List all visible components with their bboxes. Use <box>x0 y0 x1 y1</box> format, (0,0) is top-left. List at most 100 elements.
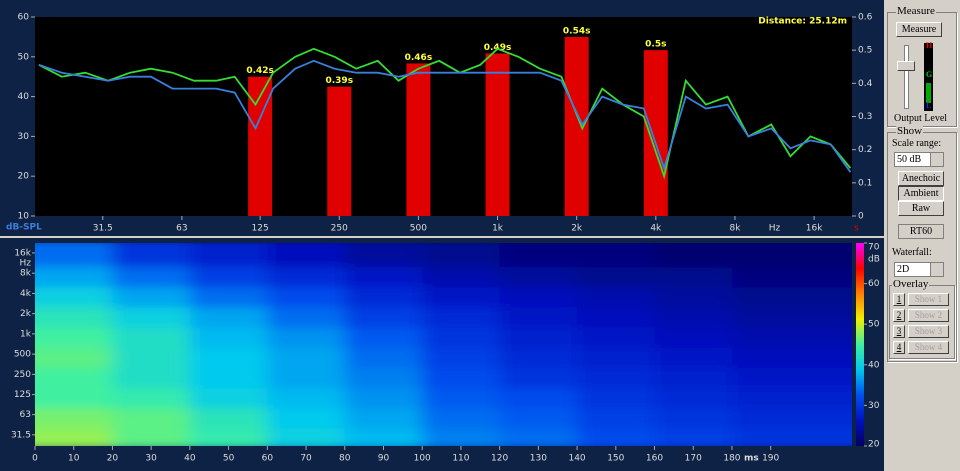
colorbar-label: dB <box>868 255 880 265</box>
y2-tick-label: 0 <box>858 212 864 222</box>
bar-label: 0.54s <box>563 26 591 36</box>
heat-cell <box>344 243 423 268</box>
y-label: dB-SPL <box>6 223 42 233</box>
y2-label: s <box>854 224 859 234</box>
heat-cell <box>499 243 578 268</box>
x-tick-label: 2k <box>571 224 583 234</box>
overlay-button[interactable]: Show 2 <box>908 309 949 322</box>
y-tick-label: 63 <box>20 410 31 420</box>
response-line <box>38 59 852 173</box>
heatmap-cells <box>35 243 852 446</box>
x-tick-label: 40 <box>184 454 196 464</box>
x-tick-label: 63 <box>176 224 187 234</box>
heat-cell <box>422 243 501 268</box>
overlay-number[interactable]: 4 <box>893 341 905 354</box>
x-tick-label: 10 <box>68 454 80 464</box>
measure-button[interactable]: Measure <box>896 22 942 37</box>
y-tick-label: 30 <box>18 132 30 142</box>
x-tick-label: 50 <box>223 454 235 464</box>
bar-label: 0.42s <box>246 66 274 76</box>
bar-label: 0.5s <box>645 40 666 50</box>
x-tick-label: 500 <box>410 224 427 234</box>
overlay-button[interactable]: Show 3 <box>908 325 949 338</box>
overlay-number[interactable]: 3 <box>893 325 905 338</box>
y-tick-label: 1k <box>20 329 32 339</box>
x-tick-label: 190 <box>762 454 779 464</box>
x-tick-label: 170 <box>685 454 702 464</box>
x-tick-label: 1k <box>492 224 504 234</box>
x-tick-label: 140 <box>568 454 585 464</box>
y-tick-label: 125 <box>14 390 31 400</box>
waterfall-select[interactable]: 2D <box>894 262 944 277</box>
y-tick-label: 40 <box>18 92 30 102</box>
overlay-button[interactable]: Show 4 <box>908 341 949 354</box>
group-title: Show <box>896 125 924 137</box>
rt60-bar <box>485 53 510 216</box>
rt60-box[interactable]: RT60 <box>898 224 944 239</box>
rt60-bar <box>564 36 589 217</box>
anechoic-button[interactable]: Anechoic <box>898 171 944 186</box>
x-tick-label: 80 <box>339 454 351 464</box>
scale-select[interactable]: 50 dB <box>894 152 944 167</box>
level-meter <box>924 43 933 111</box>
x-tick-label: 16k <box>806 224 823 234</box>
colorbar-tick-label: 20 <box>868 440 880 450</box>
x-tick-label: 160 <box>646 454 663 464</box>
x-tick-label: 90 <box>378 454 390 464</box>
y-tick-label: 20 <box>18 172 30 182</box>
y-tick-label: 2k <box>20 309 32 319</box>
x-tick-label: 60 <box>262 454 274 464</box>
group-title: Overlay <box>892 278 930 290</box>
x-tick-label: 110 <box>452 454 469 464</box>
measure-group: Measure Measure H G L Output Level <box>887 5 957 127</box>
heat-cell <box>189 243 268 268</box>
x-tick-label: 4k <box>650 224 662 234</box>
y2-tick-label: 0.3 <box>858 112 872 122</box>
slider-track <box>904 45 909 109</box>
x-tick-label: 180 <box>723 454 740 464</box>
annotation: Distance: 25.12m <box>758 17 847 27</box>
y-tick-label: 31.5 <box>11 430 31 440</box>
waterfall-label: Waterfall: <box>892 247 932 258</box>
x-tick-label: 31.5 <box>93 224 113 234</box>
scale-label: Scale range: <box>892 138 942 149</box>
y-tick-label: 500 <box>14 350 31 360</box>
heat-cell <box>112 243 191 268</box>
overlay-row: 1 Show 1 <box>893 293 949 306</box>
colorbar-tick-label: 40 <box>868 360 880 370</box>
heat-cell <box>731 243 852 268</box>
meter-label: L <box>926 101 932 110</box>
output-label: Output Level <box>894 113 948 124</box>
heat-cell <box>577 243 656 268</box>
x-tick-label: 130 <box>530 454 547 464</box>
raw-button[interactable]: Raw <box>898 201 944 216</box>
colorbar-tick-label: 30 <box>868 401 880 411</box>
heat-cell <box>267 243 346 268</box>
x-tick-label: 20 <box>107 454 119 464</box>
overlay-row: 2 Show 2 <box>893 309 949 322</box>
heatmap <box>35 243 852 446</box>
y2-tick-label: 0.2 <box>858 145 872 155</box>
x-tick-label: 150 <box>607 454 624 464</box>
charts: Distance: 25.12m dB-SPL s 10 20 30 40 50 60 0 0… <box>0 0 884 471</box>
y2-tick-label: 0.1 <box>858 178 872 188</box>
colorbar-tick-label: 70 <box>868 243 880 253</box>
ambient-button[interactable]: Ambient <box>898 186 944 201</box>
overlay-number[interactable]: 2 <box>893 309 905 322</box>
y-tick-label: 250 <box>14 370 31 380</box>
x-tick-label: 30 <box>145 454 157 464</box>
y2-tick-label: 0.6 <box>858 13 873 23</box>
control-panel: Measure Measure H G L Output Level Show … <box>884 0 960 471</box>
heat-cell <box>35 243 113 268</box>
overlay-number[interactable]: 1 <box>893 293 905 306</box>
response-line <box>38 47 852 180</box>
x-tick-label: 100 <box>414 454 431 464</box>
overlay-group: Overlay 1 Show 1 2 Show 2 3 Show 3 4 Show 4 <box>889 278 955 359</box>
overlay-button[interactable]: Show 1 <box>908 293 949 306</box>
y-tick-label: 10 <box>18 212 30 222</box>
x-unit: ms <box>744 454 759 464</box>
y-tick-label: 4k <box>20 289 32 299</box>
show-group: Show Scale range: 50 dB Anechoic Ambient… <box>887 125 957 362</box>
rt60-bar <box>643 50 668 216</box>
slider-thumb[interactable] <box>897 61 915 71</box>
